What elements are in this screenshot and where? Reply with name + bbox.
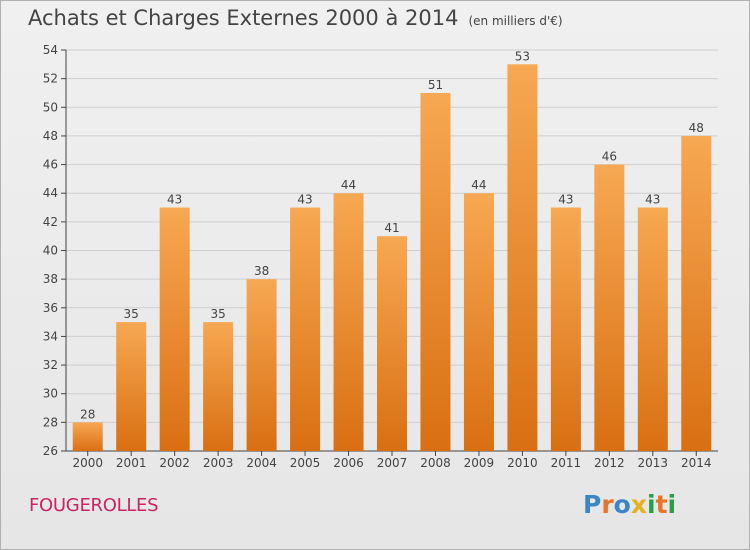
data-label: 44 [471,178,486,192]
proxiti-logo: Proxiti [583,490,676,519]
x-tick-label: 2012 [594,456,625,470]
data-label: 43 [645,193,660,207]
bar [637,207,668,451]
bar [377,236,407,451]
bar [203,322,234,451]
x-tick-label: 2006 [333,456,364,470]
x-tick-label: 2001 [116,456,147,470]
logo-letter: r [601,490,614,519]
data-label: 51 [428,78,443,92]
y-tick-label: 36 [43,301,58,315]
y-tick-label: 44 [43,186,58,200]
title-text: Achats et Charges Externes 2000 à 2014 [28,6,459,30]
logo-letter: x [630,490,647,519]
data-label: 35 [210,307,225,321]
data-label: 38 [254,264,269,278]
y-tick-label: 28 [43,415,58,429]
y-tick-label: 54 [43,43,58,57]
data-label: 44 [341,178,356,192]
data-label: 48 [689,121,704,135]
y-tick-label: 50 [43,100,58,114]
logo-letter: i [667,490,677,519]
x-tick-label: 2003 [203,456,234,470]
data-label: 43 [167,193,182,207]
x-tick-label: 2005 [290,456,321,470]
bar [333,193,364,451]
x-tick-label: 2013 [638,456,669,470]
bar [246,279,277,451]
x-tick-label: 2000 [72,456,103,470]
bar [681,135,712,451]
data-label: 41 [384,221,399,235]
y-tick-label: 32 [43,358,58,372]
y-tick-label: 52 [43,72,58,86]
data-label: 35 [124,307,139,321]
bar [507,64,538,452]
logo-letter: i [647,490,656,519]
data-label: 43 [297,193,312,207]
y-tick-label: 42 [43,215,58,229]
x-tick-label: 2009 [464,456,495,470]
data-label: 53 [515,49,530,63]
y-tick-label: 40 [43,244,58,258]
y-tick-label: 34 [43,329,58,343]
bar [463,193,494,451]
logo-letter: t [655,490,668,519]
x-tick-label: 2014 [681,456,712,470]
logo-letter: o [613,490,631,519]
x-tick-label: 2008 [420,456,451,470]
data-label: 46 [602,150,617,164]
x-tick-label: 2011 [551,456,582,470]
x-tick-label: 2002 [159,456,190,470]
bar [594,164,625,452]
bar [116,322,147,451]
y-tick-label: 38 [43,272,58,286]
bar [420,92,451,451]
y-tick-label: 26 [43,444,58,458]
bar [72,422,103,451]
x-tick-label: 2007 [377,456,408,470]
bar [290,207,321,451]
bar [550,207,581,451]
data-label: 28 [80,407,95,421]
place-name: FOUGEROLLES [29,495,159,516]
y-tick-label: 48 [43,129,58,143]
x-tick-label: 2004 [246,456,277,470]
bar [159,207,190,451]
x-tick-label: 2010 [507,456,538,470]
chart-title: Achats et Charges Externes 2000 à 2014 (e… [28,6,563,30]
y-tick-label: 46 [43,158,58,172]
y-tick-label: 30 [43,387,58,401]
title-unit: (en milliers d'€) [468,14,563,28]
logo-letter: P [583,490,602,519]
data-label: 43 [558,193,573,207]
